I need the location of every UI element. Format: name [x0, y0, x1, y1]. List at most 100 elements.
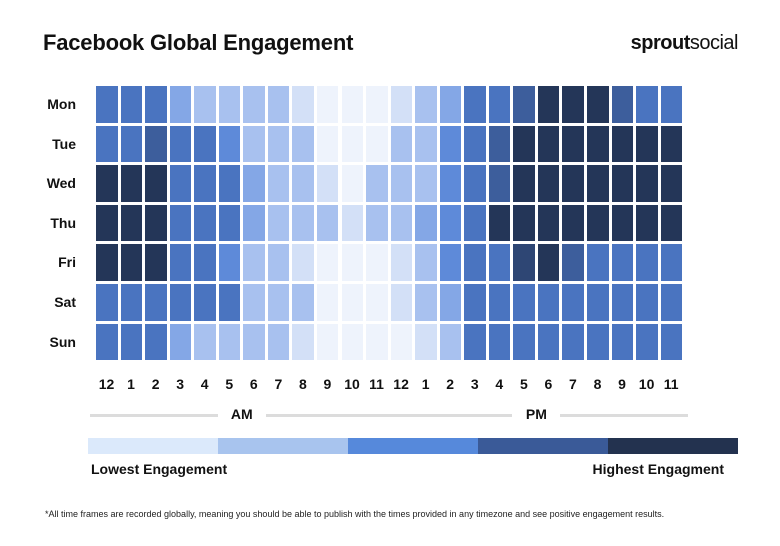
heatmap-cell — [243, 86, 265, 123]
heatmap-cell — [636, 86, 658, 123]
heatmap-cell — [488, 323, 511, 361]
hour-label: 5 — [519, 376, 528, 392]
heatmap-cell — [537, 86, 560, 123]
heatmap-cell — [464, 323, 486, 361]
brand-logo-light: social — [689, 32, 739, 54]
heatmap-cell — [488, 244, 511, 281]
heatmap-cell — [366, 125, 388, 163]
heatmap-cell — [439, 244, 462, 281]
heatmap-cell — [537, 323, 560, 361]
heatmap-cell — [660, 323, 683, 361]
heatmap-cell — [145, 204, 167, 242]
heatmap-cell — [636, 244, 658, 281]
heatmap-cell — [415, 204, 437, 242]
legend-swatch — [608, 438, 738, 454]
row-label-thu: Thu — [50, 214, 76, 231]
heatmap-cell — [636, 125, 658, 163]
heatmap-cell — [169, 323, 192, 361]
row-label-mon: Mon — [47, 96, 76, 112]
legend-swatch — [348, 438, 478, 454]
hour-label: 1 — [421, 376, 430, 392]
hour-label: 8 — [593, 376, 602, 392]
heatmap-cell — [316, 125, 339, 163]
heatmap-cell — [243, 165, 265, 202]
heatmap-cell — [390, 125, 413, 163]
heatmap-cell — [169, 244, 192, 281]
heatmap-cell — [316, 244, 339, 281]
heatmap-cell — [390, 323, 413, 361]
heatmap-cell — [218, 204, 241, 242]
heatmap-cell — [611, 323, 634, 361]
hour-label: 4 — [495, 376, 504, 392]
hour-label: 3 — [176, 376, 185, 392]
heatmap-cell — [562, 284, 584, 321]
heatmap-cell — [267, 204, 290, 242]
heatmap-cell — [513, 204, 535, 242]
heatmap-cell — [96, 125, 118, 163]
heatmap-cell — [390, 165, 413, 202]
heatmap-cell — [292, 204, 314, 242]
heatmap-cell — [341, 125, 364, 163]
heatmap-cell — [513, 323, 535, 361]
heatmap-cell — [267, 244, 290, 281]
heatmap-cell — [537, 204, 560, 242]
heatmap-cell — [120, 204, 143, 242]
heatmap-cell — [267, 323, 290, 361]
legend-swatch — [88, 438, 218, 454]
heatmap-cell — [243, 125, 265, 163]
hour-label: 7 — [274, 376, 283, 392]
heatmap-cell — [611, 244, 634, 281]
heatmap-cell — [316, 86, 339, 123]
heatmap-cell — [537, 125, 560, 163]
heatmap-cell — [390, 204, 413, 242]
heatmap-cell — [587, 204, 609, 242]
heatmap-cell — [587, 244, 609, 281]
heatmap-cell — [415, 323, 437, 361]
heatmap-cell — [169, 125, 192, 163]
hour-label: 6 — [249, 376, 258, 392]
heatmap-cell — [341, 86, 364, 123]
heatmap-cell — [390, 86, 413, 123]
heatmap-cell — [292, 165, 314, 202]
heatmap-cell — [390, 284, 413, 321]
heatmap-cell — [660, 165, 683, 202]
hour-label: 10 — [344, 376, 360, 392]
hour-label: 12 — [98, 376, 115, 392]
legend-swatch — [478, 438, 608, 454]
heatmap-cell — [194, 86, 216, 123]
heatmap-cell — [120, 323, 143, 361]
heatmap-cell — [513, 284, 535, 321]
heatmap-cell — [267, 86, 290, 123]
heatmap-cell — [439, 204, 462, 242]
hour-label: 2 — [151, 376, 160, 392]
heatmap-cell — [96, 323, 118, 361]
heatmap-cell — [562, 323, 584, 361]
heatmap-cell — [120, 125, 143, 163]
row-label-sat: Sat — [54, 294, 76, 310]
heatmap-cell — [415, 284, 437, 321]
hour-label: 9 — [323, 376, 332, 392]
heatmap-cell — [587, 86, 609, 123]
heatmap-cell — [292, 86, 314, 123]
legend-low-label: Lowest Engagement — [91, 461, 228, 477]
heatmap-cell — [243, 204, 265, 242]
heatmap-cell — [488, 165, 511, 202]
heatmap-cell — [660, 86, 683, 123]
heatmap-cell — [145, 323, 167, 361]
hour-label: 6 — [544, 376, 553, 392]
heatmap-cell — [611, 284, 634, 321]
footnote: *All time frames are recorded globally, … — [45, 509, 665, 519]
hour-label: 9 — [618, 376, 626, 392]
heatmap-cell — [660, 284, 683, 321]
heatmap-cell — [316, 204, 339, 242]
heatmap-cell — [292, 244, 314, 281]
heatmap-cell — [218, 125, 241, 163]
brand-logo: sproutsocial — [631, 32, 739, 55]
heatmap-cell — [415, 86, 437, 123]
heatmap-cell — [169, 86, 192, 123]
heatmap-cell — [292, 284, 314, 321]
heatmap-cell — [513, 86, 535, 123]
heatmap-cell — [316, 165, 339, 202]
heatmap-cell — [537, 165, 560, 202]
